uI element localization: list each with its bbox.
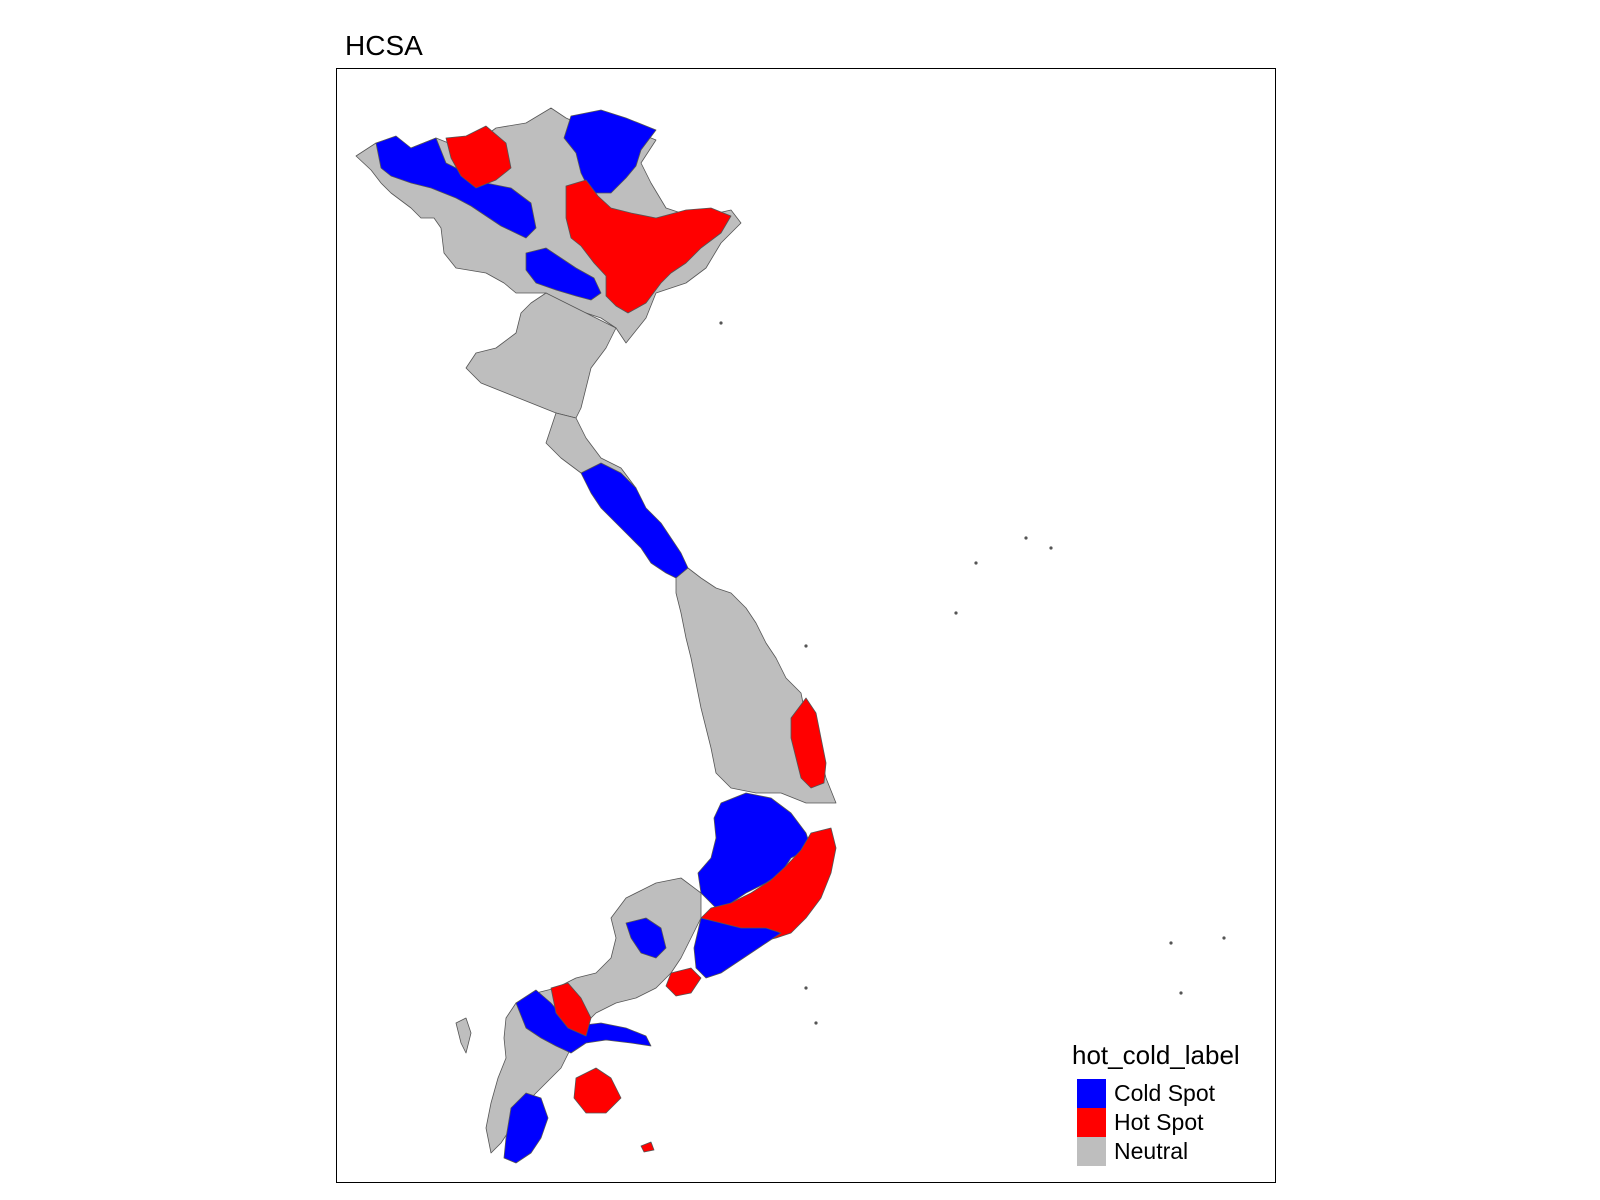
region-hot-north-delta bbox=[565, 179, 732, 314]
legend-item-hot-spot: Hot Spot bbox=[1072, 1108, 1240, 1137]
region-hot-southeast-coast bbox=[665, 967, 702, 997]
vietnam-map bbox=[355, 107, 1226, 1164]
island-dot-4 bbox=[954, 611, 958, 615]
island-dot-5 bbox=[804, 644, 808, 648]
region-cold-central bbox=[580, 462, 689, 579]
region-cold-north-center bbox=[525, 247, 602, 301]
region-cold-southeast bbox=[693, 917, 782, 979]
legend-label-neutral: Neutral bbox=[1114, 1138, 1189, 1164]
island-dot-3 bbox=[974, 561, 978, 565]
legend-label-cold-spot: Cold Spot bbox=[1114, 1080, 1216, 1106]
region-hot-mekong-south bbox=[573, 1067, 622, 1114]
region-north-central bbox=[465, 292, 617, 419]
region-cold-northwest bbox=[375, 135, 537, 239]
island-dot-8 bbox=[1179, 991, 1183, 995]
map-legend: hot_cold_label Cold Spot Hot Spot Neutra… bbox=[1072, 1040, 1240, 1166]
island-dot-2 bbox=[1049, 546, 1053, 550]
region-cold-south-central bbox=[697, 792, 812, 909]
region-hot-northwest bbox=[445, 125, 512, 189]
region-cold-southern-tip bbox=[503, 1092, 549, 1164]
legend-item-cold-spot: Cold Spot bbox=[1072, 1079, 1240, 1108]
region-cold-mekong-inner bbox=[625, 917, 667, 959]
legend-swatch-hot-spot bbox=[1077, 1108, 1106, 1137]
legend-item-neutral: Neutral bbox=[1072, 1137, 1240, 1166]
region-cold-north-top bbox=[563, 109, 657, 194]
legend-title: hot_cold_label bbox=[1072, 1040, 1240, 1070]
island-dot-11 bbox=[719, 321, 723, 325]
island-phu-quoc bbox=[455, 1017, 472, 1054]
legend-label-hot-spot: Hot Spot bbox=[1114, 1109, 1204, 1135]
island-dot-7 bbox=[1222, 936, 1226, 940]
region-hot-central-coast bbox=[790, 697, 827, 789]
map-title: HCSA bbox=[345, 30, 423, 61]
island-dot-6 bbox=[1169, 941, 1173, 945]
region-hot-mekong bbox=[550, 982, 592, 1037]
legend-swatch-cold-spot bbox=[1077, 1079, 1106, 1108]
island-dot-1 bbox=[1024, 536, 1028, 540]
island-hot-south bbox=[640, 1141, 655, 1153]
island-dot-9 bbox=[804, 986, 808, 990]
island-dot-10 bbox=[814, 1021, 818, 1025]
legend-swatch-neutral bbox=[1077, 1137, 1106, 1166]
